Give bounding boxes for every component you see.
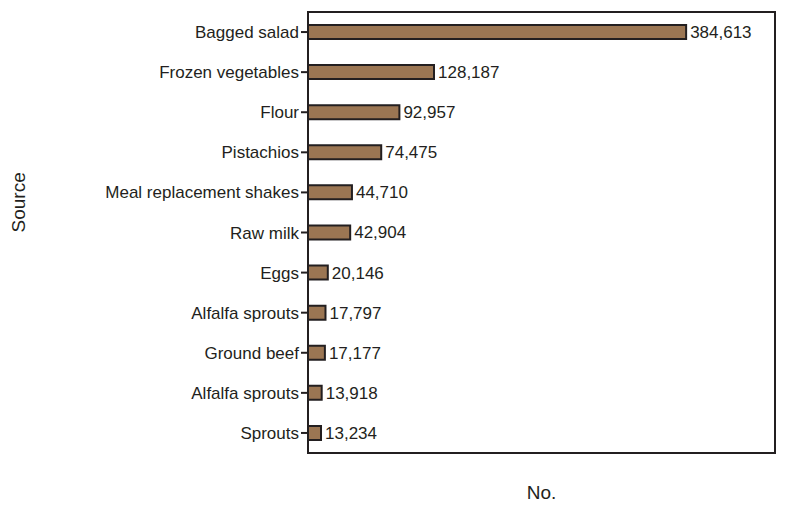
svg-text:74,475: 74,475 (385, 143, 437, 162)
svg-text:Bagged salad: Bagged salad (195, 23, 299, 42)
svg-text:Frozen vegetables: Frozen vegetables (159, 63, 299, 82)
svg-text:No.: No. (527, 482, 557, 503)
svg-text:44,710: 44,710 (356, 183, 408, 202)
svg-text:Flour: Flour (260, 103, 299, 122)
svg-text:17,797: 17,797 (329, 304, 381, 323)
svg-text:Source: Source (8, 172, 29, 232)
svg-text:Alfalfa sprouts: Alfalfa sprouts (191, 304, 299, 323)
svg-text:Sprouts: Sprouts (240, 424, 299, 443)
svg-text:Ground beef: Ground beef (204, 344, 299, 363)
svg-text:Alfalfa sprouts: Alfalfa sprouts (191, 384, 299, 403)
svg-text:Meal replacement shakes: Meal replacement shakes (105, 183, 299, 202)
svg-text:92,957: 92,957 (403, 103, 455, 122)
svg-text:20,146: 20,146 (332, 264, 384, 283)
svg-text:384,613: 384,613 (690, 23, 751, 42)
svg-text:128,187: 128,187 (438, 63, 499, 82)
svg-text:42,904: 42,904 (354, 223, 406, 242)
svg-text:Pistachios: Pistachios (222, 143, 299, 162)
svg-text:Raw milk: Raw milk (230, 224, 299, 243)
svg-text:17,177: 17,177 (329, 344, 381, 363)
svg-text:13,234: 13,234 (325, 424, 377, 443)
svg-text:13,918: 13,918 (326, 384, 378, 403)
svg-text:Eggs: Eggs (260, 264, 299, 283)
